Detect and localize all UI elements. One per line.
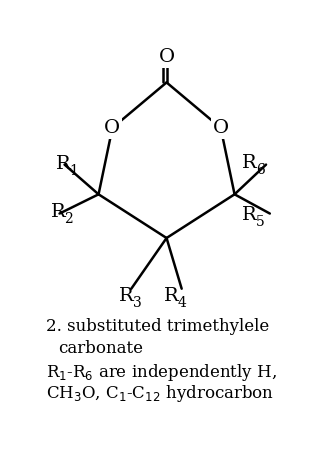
Text: R: R: [51, 203, 65, 222]
Text: 4: 4: [178, 296, 187, 311]
Text: O: O: [104, 119, 121, 137]
Text: 2: 2: [65, 212, 73, 227]
Text: R: R: [56, 154, 71, 173]
Text: CH$_3$O, C$_1$-C$_{12}$ hydrocarbon: CH$_3$O, C$_1$-C$_{12}$ hydrocarbon: [46, 384, 274, 405]
Text: R: R: [242, 206, 257, 223]
Text: R$_1$-R$_6$ are independently H,: R$_1$-R$_6$ are independently H,: [46, 362, 277, 383]
Text: 2. substituted trimethylele: 2. substituted trimethylele: [46, 318, 269, 336]
Text: 6: 6: [256, 163, 265, 177]
Text: 1: 1: [70, 163, 78, 178]
Text: 3: 3: [133, 296, 141, 311]
Text: 5: 5: [256, 215, 265, 228]
Text: R: R: [242, 154, 257, 172]
Text: carbonate: carbonate: [58, 340, 143, 357]
Text: R: R: [164, 287, 179, 306]
Text: R: R: [119, 287, 134, 306]
Text: O: O: [159, 48, 175, 66]
Text: O: O: [213, 119, 229, 137]
